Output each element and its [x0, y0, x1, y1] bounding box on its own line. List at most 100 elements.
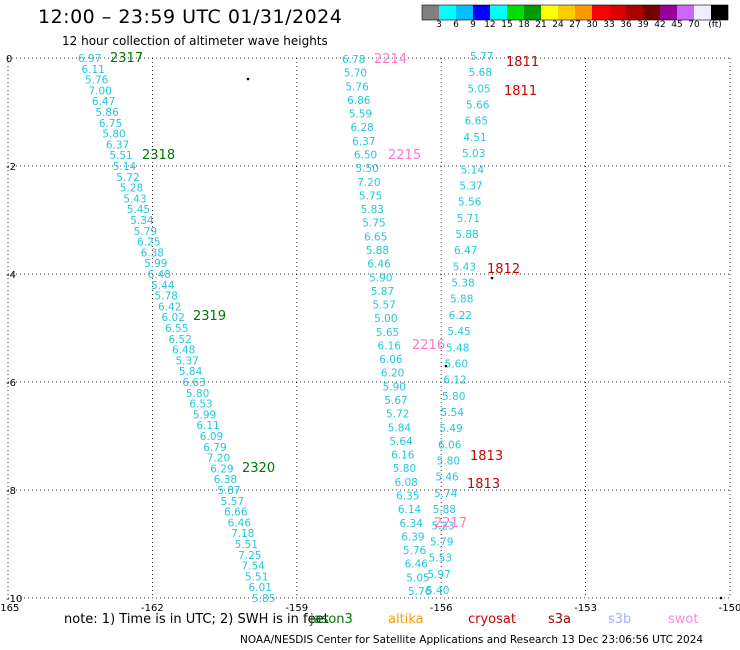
wave-height-value: 5.54 — [441, 407, 465, 419]
colorbar-tick-label: 18 — [518, 20, 530, 30]
pass-time-label: 2317 — [110, 51, 143, 66]
colorbar-swatch — [694, 5, 711, 20]
pass-time-label: 1811 — [504, 84, 537, 99]
colorbar-swatch — [609, 5, 626, 20]
wave-height-value: 5.66 — [466, 100, 490, 112]
wave-height-value: 6.79 — [203, 442, 226, 454]
pass-time-label: 2320 — [242, 461, 275, 476]
wave-height-value: 6.97 — [78, 53, 101, 65]
wave-height-value: 6.50 — [354, 149, 377, 161]
colorbar-tick-label: 24 — [552, 20, 564, 30]
wave-height-value: 6.06 — [438, 439, 462, 451]
y-tick-label: -4 — [6, 270, 16, 281]
satellite-legend-swot: swot — [668, 612, 699, 627]
colorbar-swatch — [711, 5, 728, 20]
wave-height-value: 5.14 — [461, 164, 485, 176]
colorbar-tick-label: 33 — [603, 20, 615, 30]
colorbar-swatch — [575, 5, 592, 20]
wave-height-value: 5.70 — [344, 68, 367, 80]
wave-height-value: 5.76 — [85, 75, 109, 87]
wave-height-value: 5.46 — [435, 472, 459, 484]
colorbar-swatch — [643, 5, 660, 20]
wave-height-value: 6.06 — [379, 354, 403, 366]
colorbar-tick-label: 42 — [654, 20, 666, 30]
wave-height-value: 5.90 — [369, 272, 392, 284]
island-marker — [719, 596, 723, 600]
colorbar-swatch — [677, 5, 694, 20]
wave-height-value: 6.52 — [168, 334, 191, 346]
footer-credit: NOAA/NESDIS Center for Satellite Applica… — [240, 634, 704, 646]
x-tick-label: -153 — [574, 603, 597, 614]
wave-height-value: 5.50 — [356, 163, 379, 175]
wave-height-value: 6.02 — [162, 312, 185, 324]
wave-height-value: 6.47 — [454, 245, 477, 257]
colorbar-tick-label: 36 — [620, 20, 632, 30]
wave-height-value: 5.05 — [467, 83, 490, 95]
wave-height-value: 5.45 — [447, 326, 470, 338]
wave-height-value: 6.35 — [396, 491, 419, 503]
wave-height-value: 5.40 — [426, 585, 449, 597]
wave-height-value: 5.44 — [151, 280, 175, 292]
wave-height-value: 5.67 — [384, 395, 407, 407]
wave-height-value: 5.76 — [408, 586, 432, 598]
pass-time-label: 2215 — [388, 148, 421, 163]
wave-height-value: 5.05 — [406, 572, 429, 584]
wave-height-value: 5.14 — [113, 161, 137, 173]
colorbar-tick-label: 3 — [436, 20, 442, 30]
wave-height-value: 6.46 — [367, 259, 391, 271]
satellite-legend-s3b: s3b — [608, 612, 632, 627]
wave-height-value: 7.00 — [88, 85, 111, 97]
wave-height-value: 5.59 — [349, 109, 372, 121]
chart-subtitle: 12 hour collection of altimeter wave hei… — [62, 34, 328, 48]
wave-height-value: 5.87 — [217, 485, 240, 497]
wave-height-value: 6.22 — [449, 310, 472, 322]
wave-height-value: 5.97 — [427, 569, 450, 581]
wave-height-value: 6.12 — [443, 375, 466, 387]
wave-height-value: 6.46 — [228, 517, 252, 529]
colorbar-tick-label: 30 — [586, 20, 598, 30]
wave-height-value: 5.45 — [127, 204, 150, 216]
colorbar-tick-label: (ft) — [708, 20, 722, 30]
wave-height-value: 7.18 — [231, 528, 254, 540]
wave-height-value: 5.99 — [144, 258, 167, 270]
wave-height-value: 5.49 — [439, 423, 462, 435]
note-text: note: 1) Time is in UTC; 2) SWH is in fe… — [64, 612, 329, 627]
wave-height-value: 5.85 — [252, 593, 275, 605]
y-tick-label: -10 — [6, 594, 22, 605]
colorbar-swatch — [524, 5, 541, 20]
colorbar-tick-label: 27 — [569, 20, 581, 30]
wave-height-value: 5.80 — [186, 388, 209, 400]
wave-height-value: 6.38 — [141, 247, 164, 259]
wave-height-value: 6.09 — [200, 431, 223, 443]
wave-height-value: 5.86 — [95, 107, 119, 119]
wave-height-value: 6.65 — [465, 116, 488, 128]
satellite-legend-altika: altika — [388, 612, 424, 627]
wave-height-value: 5.64 — [389, 436, 413, 448]
wave-height-value: 5.77 — [470, 51, 493, 63]
pass-time-label: 1812 — [487, 262, 520, 277]
wave-height-map: -165 -162 -159 -156 -153 -150 0 -2 -4 -6 -8 -10 6.97… — [0, 51, 740, 614]
island-marker — [246, 77, 250, 81]
wave-height-value: 5.76 — [403, 545, 427, 557]
wave-height-value: 5.83 — [361, 204, 384, 216]
colorbar-swatch — [592, 5, 609, 20]
x-tick-label: -159 — [285, 603, 308, 614]
wave-height-value: 5.53 — [429, 553, 452, 565]
colorbar-swatch — [507, 5, 524, 20]
wave-height-value: 5.51 — [109, 150, 132, 162]
wave-height-value: 5.75 — [359, 190, 382, 202]
wave-height-value: 6.11 — [81, 64, 104, 76]
wave-height-value: 5.79 — [430, 536, 453, 548]
wave-height-value: 5.80 — [393, 463, 416, 475]
wave-height-value: 5.88 — [366, 245, 389, 257]
wave-height-value: 6.65 — [364, 231, 387, 243]
colorbar-tick-label: 39 — [637, 20, 649, 30]
island-marker — [444, 364, 448, 368]
colorbar-tick-label: 70 — [688, 20, 700, 30]
wave-height-value: 5.84 — [179, 366, 203, 378]
wave-height-value: 5.75 — [362, 218, 385, 230]
pass-time-label: 2216 — [412, 338, 445, 353]
wave-height-value: 7.25 — [238, 550, 261, 562]
colorbar-swatch — [541, 5, 558, 20]
wave-height-value: 5.88 — [455, 229, 478, 241]
